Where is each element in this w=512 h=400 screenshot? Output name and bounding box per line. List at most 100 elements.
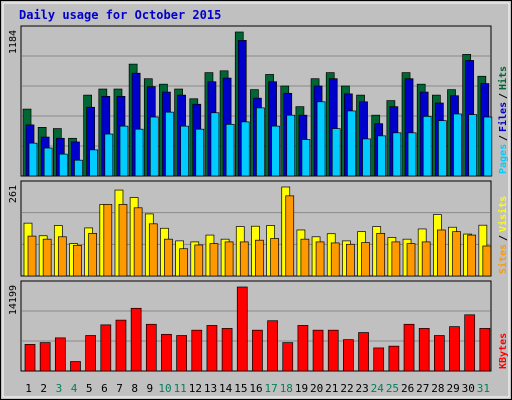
x-label-day-25: 25 <box>386 382 399 395</box>
pages-bar <box>301 139 311 177</box>
x-label-day-14: 14 <box>219 382 233 395</box>
kbytes-bar <box>418 328 430 372</box>
pages-bar <box>256 107 265 177</box>
pages-bar <box>225 123 235 177</box>
kbytes-bar <box>282 342 294 372</box>
sites-bar <box>73 244 82 277</box>
kbytes-bar <box>252 329 263 372</box>
pages-bar <box>58 153 68 177</box>
sites-bar <box>361 242 370 277</box>
kbytes-bar <box>100 324 112 372</box>
kbytes-bar <box>54 337 66 372</box>
sites-bar <box>467 234 477 277</box>
pages-bar <box>483 116 493 177</box>
x-label-day-17: 17 <box>265 382 278 395</box>
kbytes-bar <box>373 347 385 372</box>
kbytes-bar <box>221 328 233 372</box>
pages-bar <box>240 121 250 177</box>
kbytes-bar <box>130 307 142 372</box>
sites-bar <box>452 231 461 277</box>
x-label-day-29: 29 <box>446 382 459 395</box>
x-label-day-28: 28 <box>431 382 444 395</box>
pages-bar <box>149 116 159 177</box>
x-label-day-9: 9 <box>147 382 154 395</box>
kbytes-bar <box>236 286 248 372</box>
legend-hits: Hits <box>497 66 509 90</box>
kbytes-bar <box>327 329 339 372</box>
x-label-day-16: 16 <box>249 382 262 395</box>
kbytes-bar <box>449 326 460 372</box>
kbytes-bar <box>464 314 476 372</box>
pages-bar <box>165 111 174 177</box>
legend-1: Pages / Files / Hits <box>497 66 509 174</box>
pages-bar <box>422 116 432 177</box>
sites-bar <box>209 243 219 277</box>
pages-bar <box>43 147 53 177</box>
kbytes-bar <box>176 335 187 372</box>
pages-bar <box>377 135 387 177</box>
pages-bar <box>453 113 462 177</box>
x-label-day-4: 4 <box>71 382 78 395</box>
sites-bar <box>103 204 113 277</box>
x-label-day-12: 12 <box>189 382 202 395</box>
sites-bar <box>164 238 173 277</box>
x-label-day-5: 5 <box>86 382 93 395</box>
pages-bar <box>362 138 371 177</box>
x-label-day-31: 31 <box>477 382 490 395</box>
sites-bar <box>285 195 295 277</box>
legend-sites: Sites <box>497 244 509 274</box>
panel-3: 14199 KBytes <box>8 280 509 372</box>
sites-bar <box>179 248 188 277</box>
x-label-day-22: 22 <box>340 382 353 395</box>
panel-2: 261 Sites / Visits <box>8 180 509 277</box>
kbytes-bar <box>297 325 309 372</box>
sites-bar <box>57 236 67 277</box>
pages-bar <box>468 114 478 177</box>
sites-bar <box>224 241 234 277</box>
sites-bar <box>315 241 325 277</box>
sites-bar <box>27 235 37 277</box>
sites-bar <box>346 243 355 277</box>
x-label-day-23: 23 <box>356 382 369 395</box>
kbytes-bar <box>39 342 51 372</box>
x-label-day-10: 10 <box>158 382 171 395</box>
x-label-day-21: 21 <box>325 382 338 395</box>
kbytes-bar <box>24 344 36 372</box>
legend-separator: / <box>498 235 509 241</box>
x-axis-labels: 1 2 3 4 5 6 7 8 9 10 11 12 13 14 15 16 17 18 19 20 21 22 23 24 2… <box>25 382 490 395</box>
x-label-day-19: 19 <box>295 382 308 395</box>
kbytes-bar <box>267 320 278 372</box>
pages-bar <box>195 128 205 177</box>
kbytes-bar <box>70 361 81 372</box>
sites-bar <box>255 239 264 277</box>
chart-panels: 1184 Pages / Files / Hits 261 Sites / Visits 14199… <box>8 25 509 372</box>
x-label-day-8: 8 <box>131 382 138 395</box>
pages-bar <box>407 132 417 177</box>
sites-bar <box>133 207 143 277</box>
sites-bar <box>391 241 401 277</box>
sites-bar <box>270 238 279 277</box>
x-label-day-6: 6 <box>101 382 108 395</box>
pages-bar <box>28 142 38 177</box>
pages-bar <box>347 110 356 177</box>
legend-2: Sites / Visits <box>497 196 509 274</box>
legend-separator: / <box>498 93 509 99</box>
y-max-label: 261 <box>8 185 19 203</box>
sites-bar <box>482 245 492 277</box>
pages-bar <box>104 133 114 177</box>
panel-1: 1184 Pages / Files / Hits <box>8 25 509 177</box>
kbytes-bar <box>403 323 415 372</box>
sites-bar <box>88 233 97 277</box>
x-label-day-7: 7 <box>116 382 123 395</box>
sites-bar <box>406 243 416 277</box>
x-label-day-15: 15 <box>234 382 247 395</box>
pages-bar <box>119 125 129 177</box>
x-label-day-27: 27 <box>416 382 429 395</box>
kbytes-bar <box>434 335 445 372</box>
pages-bar <box>438 120 447 177</box>
pages-bar <box>180 125 189 177</box>
legend-pages: Pages <box>498 144 509 174</box>
kbytes-bar <box>115 319 127 372</box>
kbytes-bar <box>358 332 369 372</box>
